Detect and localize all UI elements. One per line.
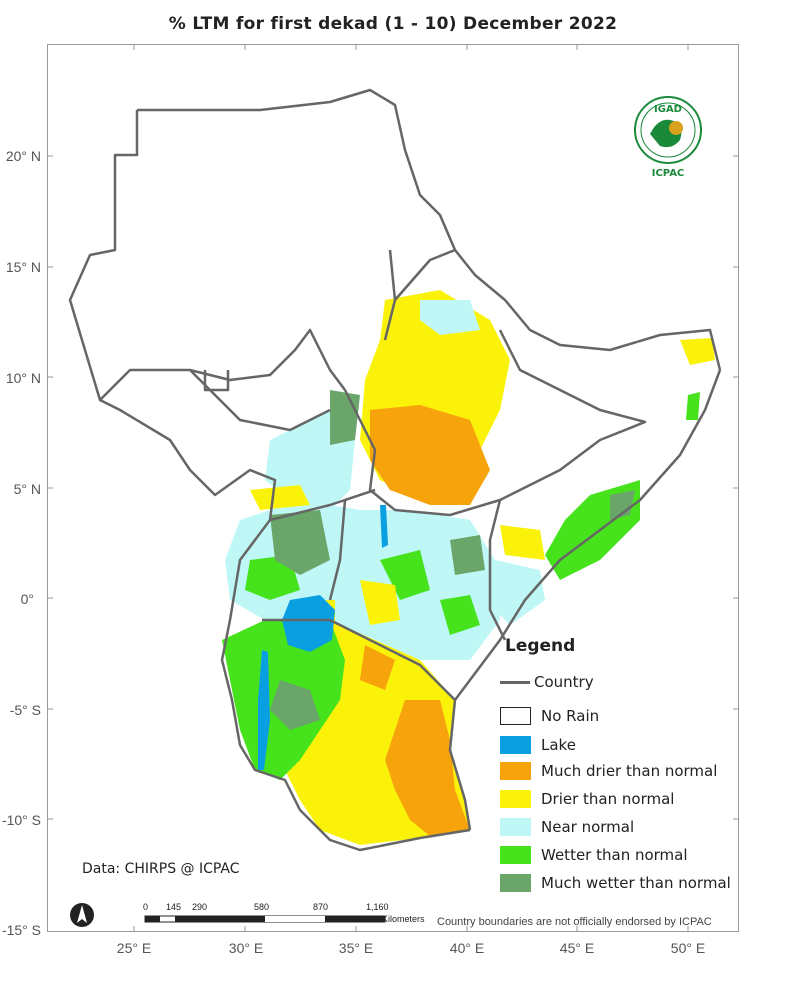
boundary-disclaimer: Country boundaries are not officially en… — [437, 916, 712, 928]
lon-label-50e: 50° E — [670, 940, 706, 956]
horn-wetter-patch — [686, 392, 700, 420]
legend-row-no-rain: No Rain — [500, 705, 599, 727]
map-title: % LTM for first dekad (1 - 10) December … — [168, 14, 618, 34]
legend-label-no-rain: No Rain — [541, 707, 600, 725]
legend-label-wetter: Wetter than normal — [541, 846, 688, 864]
tanzania-much-drier-patch — [360, 645, 395, 690]
legend-row-wetter: Wetter than normal — [500, 844, 688, 866]
south-sudan-much-wetter-area — [330, 390, 360, 445]
central-much-wetter-patches — [270, 510, 485, 575]
legend-swatch-lake — [500, 736, 531, 754]
lat-label-15s: -15° S — [1, 922, 41, 938]
lon-label-45e: 45° E — [559, 940, 595, 956]
country-line-swatch — [500, 680, 530, 684]
legend-label-lake: Lake — [541, 736, 576, 754]
legend-swatch-no-rain — [500, 707, 531, 725]
lat-label-10s: -10° S — [1, 812, 41, 828]
icpac-logo: IGAD ICPAC — [632, 92, 704, 182]
scale-tick-0: 0 — [143, 902, 149, 912]
central-wetter-patches — [245, 550, 480, 635]
lon-label-30e: 30° E — [228, 940, 264, 956]
legend-row-country: Country — [500, 671, 594, 693]
lat-label-5s: -5° S — [9, 702, 41, 718]
lat-label-0: 0° — [20, 591, 34, 607]
ethiopia-much-drier-area — [370, 405, 490, 505]
ethiopia-near-normal-patch — [420, 300, 480, 335]
legend-row-near-normal: Near normal — [500, 816, 634, 838]
scale-tick-290: 290 — [192, 902, 208, 912]
scale-tick-145: 145 — [166, 902, 182, 912]
lat-label-15n: 15° N — [5, 259, 41, 275]
horn-drier-patch — [680, 338, 715, 365]
data-credit: Data: CHIRPS @ ICPAC — [82, 861, 240, 877]
legend-label-much-wetter: Much wetter than normal — [541, 874, 731, 892]
igad-emblem-icon: IGAD ICPAC — [634, 96, 702, 179]
lon-label-35e: 35° E — [338, 940, 374, 956]
legend-swatch-drier — [500, 790, 531, 808]
legend-row-drier: Drier than normal — [500, 788, 674, 810]
legend-label-much-drier: Much drier than normal — [541, 762, 718, 780]
legend-swatch-much-wetter — [500, 874, 531, 892]
scale-bar — [144, 915, 386, 923]
scale-unit: Kilometers — [382, 914, 425, 924]
north-arrow-icon — [70, 903, 94, 927]
logo-bottom-text: ICPAC — [652, 168, 685, 179]
lake-tanganyika — [258, 650, 270, 770]
legend-swatch-much-drier — [500, 762, 531, 780]
kenya-coast-drier — [500, 525, 545, 560]
west-much-wetter-area — [270, 680, 320, 730]
legend-row-lake: Lake — [500, 734, 576, 756]
tanzania-much-drier-area — [385, 700, 470, 836]
legend-swatch-near-normal — [500, 818, 531, 836]
lon-label-25e: 25° E — [116, 940, 152, 956]
legend-label-drier: Drier than normal — [541, 790, 675, 808]
lake-victoria — [282, 595, 335, 652]
south-sudan-drier-area — [250, 485, 310, 510]
lat-label-10n: 10° N — [5, 370, 41, 386]
scale-tick-870: 870 — [313, 902, 329, 912]
legend-label-country: Country — [534, 673, 594, 691]
legend-row-much-wetter: Much wetter than normal — [500, 872, 731, 894]
lon-label-40e: 40° E — [449, 940, 485, 956]
frame-ticks — [47, 44, 739, 932]
kenya-coast-near-normal — [495, 560, 545, 625]
legend-row-much-drier: Much drier than normal — [500, 760, 717, 782]
legend-label-near-normal: Near normal — [541, 818, 635, 836]
lat-label-5n: 5° N — [13, 481, 41, 497]
scale-tick-580: 580 — [254, 902, 270, 912]
logo-top-text: IGAD — [654, 104, 682, 115]
legend-swatch-wetter — [500, 846, 531, 864]
legend-title: Legend — [505, 636, 576, 656]
somalia-much-wetter-area — [610, 490, 635, 520]
country-boundaries — [68, 88, 722, 852]
lat-label-20n: 20° N — [5, 148, 41, 164]
scale-tick-1160: 1,160 — [366, 902, 389, 912]
lake-turkana — [380, 505, 388, 548]
